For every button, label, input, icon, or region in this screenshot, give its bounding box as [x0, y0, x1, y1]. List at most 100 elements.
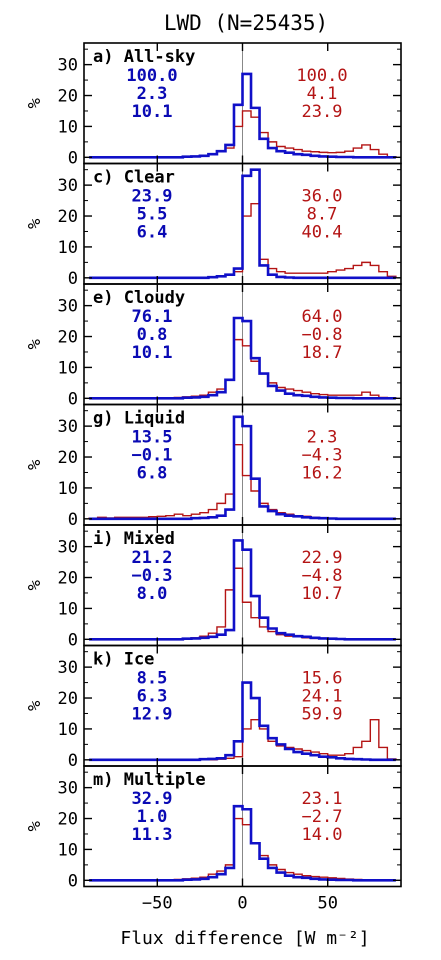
y-tick-label: 30: [58, 417, 78, 437]
blue-stat: −0.3: [132, 566, 173, 586]
blue-stat: 8.5: [137, 669, 168, 689]
series-blue-histogram: [89, 681, 396, 762]
y-tick-label: 10: [58, 238, 78, 258]
red-stat: 18.7: [302, 343, 343, 363]
red-stat: 24.1: [302, 687, 343, 707]
y-tick-label: 20: [58, 810, 78, 830]
blue-stat: 5.5: [137, 205, 168, 225]
blue-stat: 13.5: [132, 428, 173, 448]
blue-stat: 0.8: [137, 325, 168, 345]
x-tick-label: −50: [142, 894, 173, 914]
red-stat: 8.7: [307, 205, 338, 225]
panel-label: g) Liquid: [93, 409, 185, 429]
y-tick-label: 20: [58, 207, 78, 227]
y-tick-label: 0: [68, 148, 78, 168]
blue-stat: 12.9: [132, 705, 173, 725]
y-tick-label: 20: [58, 328, 78, 348]
y-axis-label: %: [25, 701, 45, 711]
red-stat: −2.7: [302, 807, 343, 827]
red-stat: 22.9: [302, 548, 343, 568]
red-stat: 59.9: [302, 705, 343, 725]
y-tick-label: 0: [68, 751, 78, 771]
y-tick-label: 30: [58, 297, 78, 317]
y-tick-label: 10: [58, 117, 78, 137]
blue-stat: −0.1: [132, 446, 173, 466]
y-axis-label: %: [25, 460, 45, 470]
blue-stat: 6.8: [137, 464, 168, 484]
blue-stat: 6.4: [137, 223, 168, 243]
panel-frame: [83, 765, 402, 888]
y-tick-label: 20: [58, 448, 78, 468]
blue-stat: 8.0: [137, 584, 168, 604]
blue-stat: 2.3: [137, 84, 168, 104]
panel-label: i) Mixed: [93, 529, 175, 549]
blue-stat: 100.0: [126, 66, 177, 86]
blue-stat: 6.3: [137, 687, 168, 707]
x-tick-label: 0: [237, 894, 247, 914]
red-stat: −4.8: [302, 566, 343, 586]
y-tick-label: 20: [58, 87, 78, 107]
red-stat: 40.4: [302, 223, 343, 243]
y-axis-label: %: [25, 821, 45, 831]
y-tick-label: 30: [58, 658, 78, 678]
y-tick-label: 0: [68, 871, 78, 891]
red-stat: 14.0: [302, 825, 343, 845]
series-blue-histogram: [89, 804, 396, 882]
series-blue-histogram: [89, 168, 396, 280]
y-axis-label: %: [25, 219, 45, 229]
y-tick-label: 30: [58, 56, 78, 76]
y-axis-label: %: [25, 580, 45, 590]
x-axis-label: Flux difference [W m⁻²]: [120, 928, 369, 949]
y-axis-label: %: [25, 98, 45, 108]
red-stat: 4.1: [307, 84, 338, 104]
panel-label: c) Clear: [93, 168, 175, 188]
panel-label: k) Ice: [93, 650, 154, 670]
y-tick-label: 20: [58, 569, 78, 589]
y-tick-label: 30: [58, 538, 78, 558]
red-stat: −4.3: [302, 446, 343, 466]
x-tick-label: 50: [317, 894, 337, 914]
series-blue-histogram: [89, 539, 396, 641]
panel-label: a) All-sky: [93, 47, 195, 67]
y-tick-label: 10: [58, 720, 78, 740]
y-axis-label: %: [25, 339, 45, 349]
red-stat: 100.0: [296, 66, 347, 86]
y-tick-label: 10: [58, 479, 78, 499]
series-blue-histogram: [89, 72, 396, 159]
blue-stat: 10.1: [132, 343, 173, 363]
y-tick-label: 30: [58, 779, 78, 799]
figure-title: LWD (N=25435): [164, 11, 328, 35]
panel-label: e) Cloudy: [93, 288, 185, 308]
series-blue-histogram: [89, 316, 396, 400]
blue-stat: 76.1: [132, 307, 173, 327]
x-axis: −50 0 50: [142, 894, 338, 914]
red-stat: 15.6: [302, 669, 343, 689]
blue-stat: 21.2: [132, 548, 173, 568]
blue-stat: 32.9: [132, 789, 173, 809]
y-tick-label: 20: [58, 689, 78, 709]
y-tick-label: 0: [68, 630, 78, 650]
blue-stat: 11.3: [132, 825, 173, 845]
red-stat: 23.9: [302, 102, 343, 122]
red-stat: 36.0: [302, 187, 343, 207]
red-stat: 16.2: [302, 464, 343, 484]
y-tick-label: 10: [58, 599, 78, 619]
red-stat: 2.3: [307, 428, 338, 448]
y-tick-label: 0: [68, 510, 78, 530]
red-stat: 10.7: [302, 584, 343, 604]
panel-label: m) Multiple: [93, 770, 206, 790]
blue-stat: 1.0: [137, 807, 168, 827]
y-tick-label: 0: [68, 269, 78, 289]
y-tick-label: 10: [58, 840, 78, 860]
y-tick-label: 10: [58, 358, 78, 378]
red-stat: −0.8: [302, 325, 343, 345]
